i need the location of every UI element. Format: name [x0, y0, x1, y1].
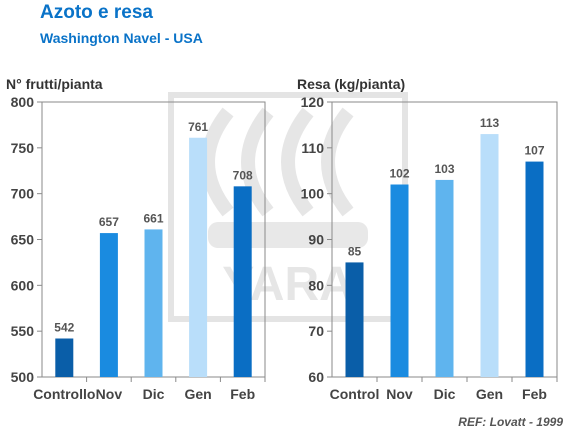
right-bar-gen — [480, 134, 499, 377]
right-category-label-gen: Gen — [476, 386, 503, 402]
right-category-label-nov: Nov — [386, 386, 413, 402]
left-ytick-label-6: 800 — [11, 94, 35, 110]
left-ytick-label-2: 600 — [11, 277, 35, 293]
right-category-label-feb: Feb — [522, 386, 547, 402]
right-category-label-dic: Dic — [434, 386, 456, 402]
reference-note: REF: Lovatt - 1999 — [458, 415, 563, 429]
right-ytick-label-1: 70 — [308, 323, 324, 339]
left-category-label-gen: Gen — [184, 386, 211, 402]
left-data-label-dic: 661 — [143, 211, 163, 225]
right-ytick-label-2: 80 — [308, 277, 324, 293]
right-ytick-label-6: 120 — [301, 94, 325, 110]
left-bar-feb — [233, 186, 252, 377]
left-data-label-nov: 657 — [99, 215, 119, 229]
left-data-label-controllo: 542 — [54, 321, 74, 335]
right-bar-nov — [390, 184, 409, 377]
right-data-label-gen: 113 — [480, 116, 500, 130]
left-data-label-feb: 708 — [233, 168, 253, 182]
left-category-label-nov: Nov — [96, 386, 123, 402]
left-bar-dic — [144, 229, 163, 377]
right-ytick-label-0: 60 — [308, 369, 324, 385]
left-ytick-label-1: 550 — [11, 323, 35, 339]
left-ytick-label-3: 650 — [11, 232, 35, 248]
left-ytick-label-4: 700 — [11, 186, 35, 202]
right-bar-feb — [525, 161, 544, 377]
right-ytick-label-5: 110 — [301, 140, 324, 156]
left-ytick-label-5: 750 — [11, 140, 35, 156]
left-bar-controllo — [55, 338, 74, 377]
right-data-label-nov: 102 — [389, 167, 409, 181]
right-ytick-label-4: 100 — [301, 186, 325, 202]
left-bar-nov — [99, 233, 118, 377]
right-data-label-feb: 107 — [524, 144, 544, 158]
left-chart-ylabel: N° frutti/pianta — [6, 76, 103, 92]
left-category-label-feb: Feb — [230, 386, 255, 402]
left-bar-gen — [189, 137, 208, 377]
page-subtitle: Washington Navel - USA — [40, 30, 203, 46]
right-chart-ylabel: Resa (kg/pianta) — [297, 76, 406, 92]
left-category-label-controllo: Controllo — [33, 386, 95, 402]
right-bar-control — [345, 262, 364, 377]
right-ytick-label-3: 90 — [308, 232, 324, 248]
right-data-label-control: 85 — [348, 244, 362, 258]
right-bar-dic — [435, 179, 454, 377]
right-category-label-control: Control — [330, 386, 380, 402]
left-category-label-dic: Dic — [143, 386, 165, 402]
left-data-label-gen: 761 — [188, 120, 208, 134]
left-ytick-label-0: 500 — [11, 369, 35, 385]
page-title: Azoto e resa — [40, 2, 153, 23]
right-data-label-dic: 103 — [434, 162, 454, 176]
